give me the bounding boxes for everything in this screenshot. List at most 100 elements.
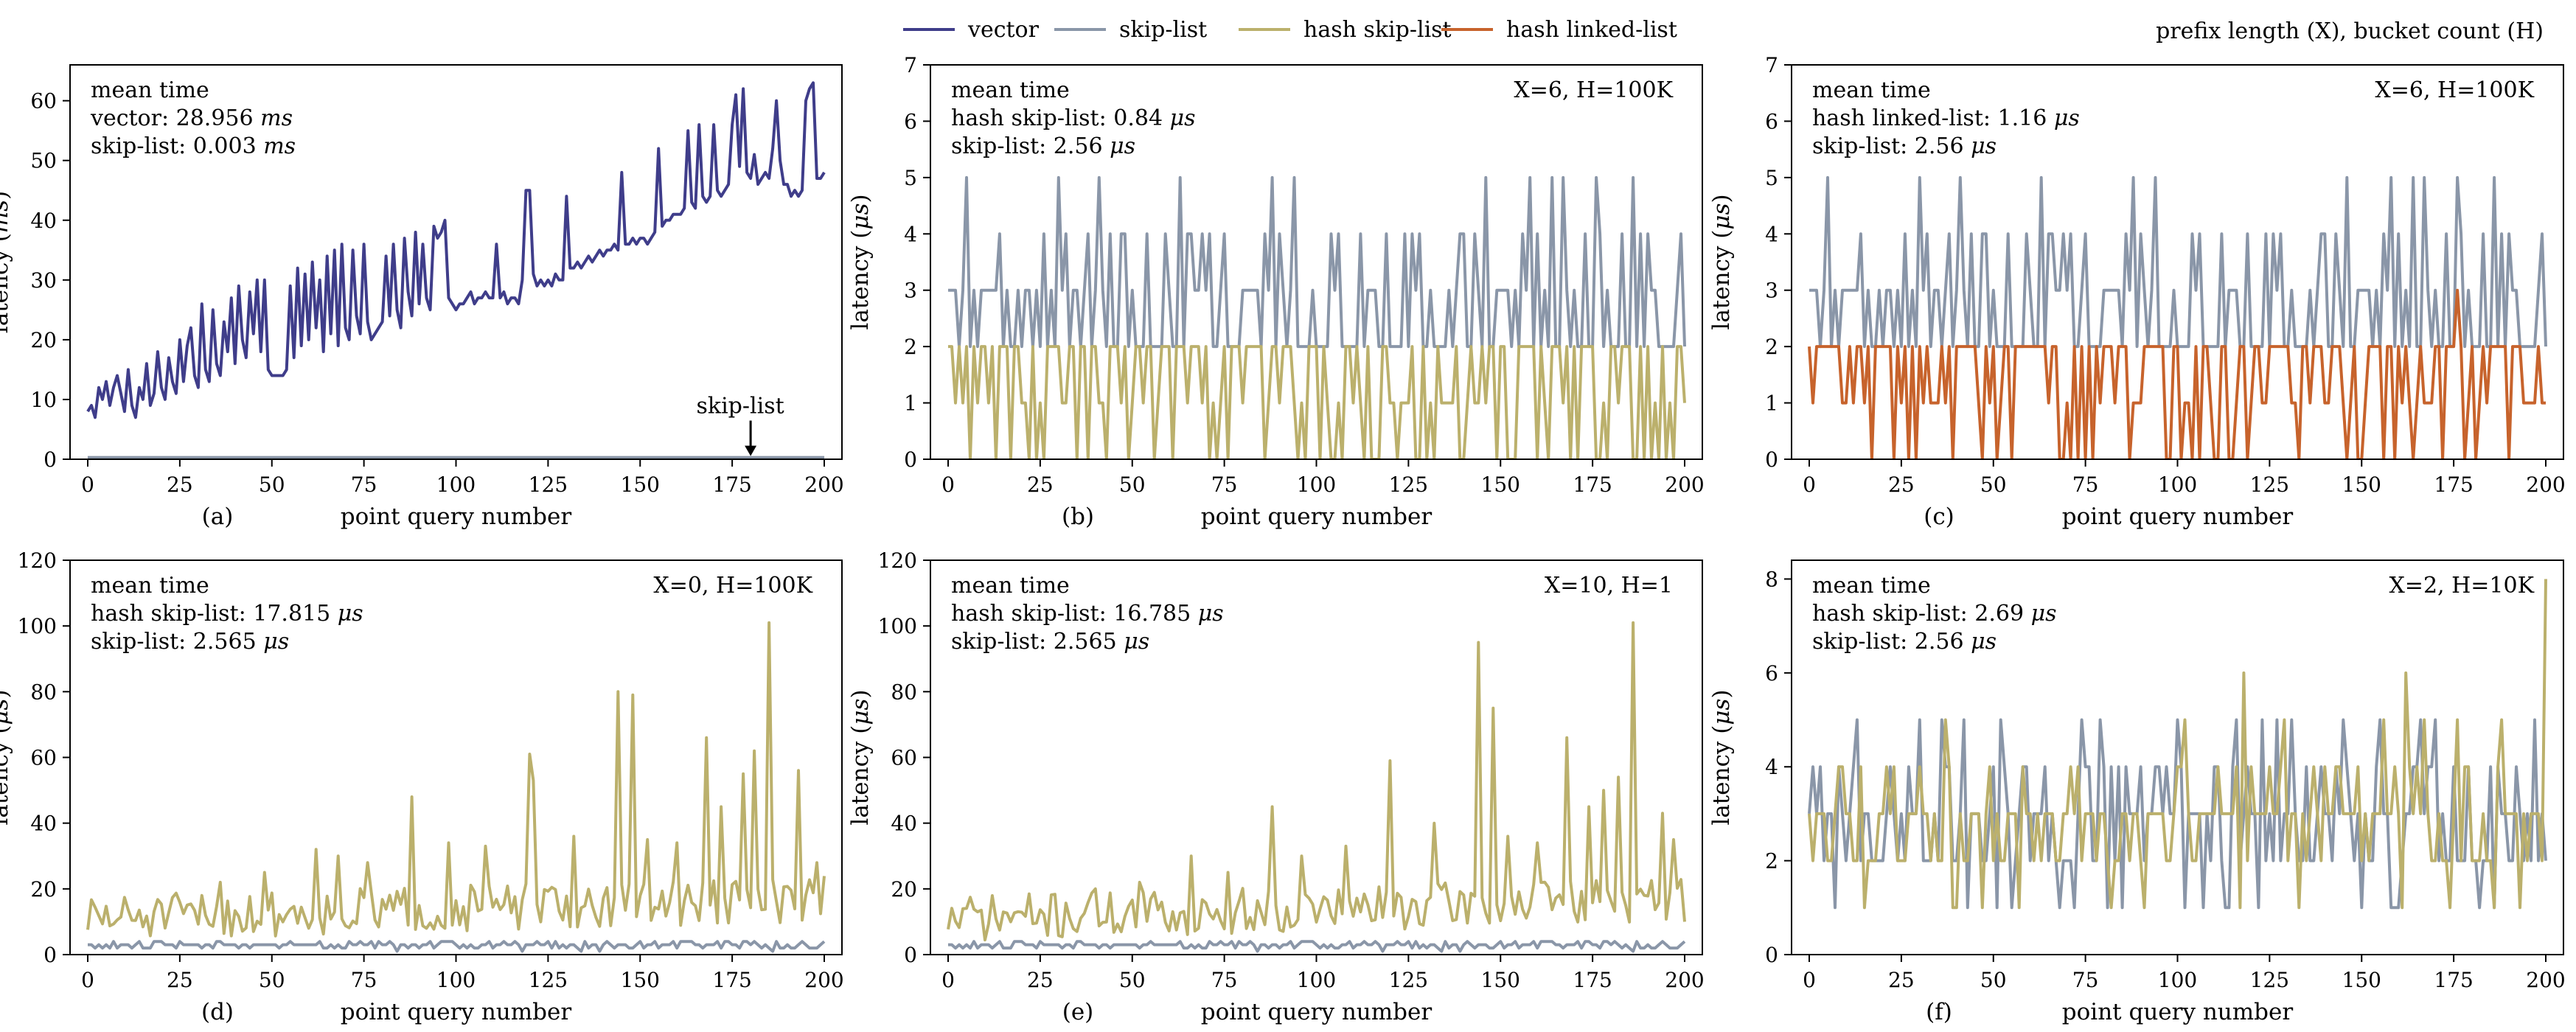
x-tick-label: 75 (2072, 473, 2099, 497)
x-tick-label: 50 (1980, 968, 2007, 992)
x-tick-label: 0 (1803, 473, 1816, 497)
x-tick-label: 0 (81, 968, 94, 992)
chart-panel-e: 0 25 50 75 100 125 150 175 200 0 20 40 60 80 100 120 poi… (847, 548, 1705, 1025)
y-tick-label: 1 (1765, 391, 1778, 416)
y-tick-label: 1 (904, 391, 917, 416)
x-tick-label: 150 (1481, 968, 1520, 992)
y-tick-label: 60 (891, 746, 917, 770)
x-tick-label: 0 (81, 473, 94, 497)
legend-entry-hashskip: hash skip-list (1239, 17, 1452, 43)
x-tick-label: 175 (2434, 968, 2473, 992)
x-tick-label: 100 (436, 473, 476, 497)
x-tick-label: 25 (167, 473, 193, 497)
y-tick-label: 0 (43, 943, 57, 967)
x-tick-label: 100 (2158, 968, 2197, 992)
mean-time-annotation: skip-list: 2.565 μs (91, 629, 289, 655)
mean-time-annotation: hash skip-list: 2.69 μs (1812, 601, 2057, 627)
x-tick-label: 150 (2342, 968, 2381, 992)
x-tick-label: 100 (2158, 473, 2197, 497)
y-tick-label: 120 (18, 548, 57, 573)
arrow-label: skip-list (697, 394, 784, 419)
y-tick-label: 40 (891, 812, 917, 836)
y-tick-label: 7 (904, 53, 917, 77)
panel-label: (b) (1062, 503, 1094, 530)
y-axis-label: latency (μs) (1708, 194, 1735, 330)
x-tick-label: 175 (712, 473, 751, 497)
panel-label: (e) (1062, 999, 1094, 1025)
mean-time-annotation: mean time (1812, 573, 1931, 599)
x-tick-label: 150 (621, 473, 660, 497)
y-tick-label: 100 (878, 614, 917, 638)
param-annotation: X=6, H=100K (1514, 77, 1673, 103)
y-tick-label: 5 (1765, 166, 1778, 190)
mean-time-annotation: skip-list: 2.565 μs (951, 629, 1149, 655)
x-tick-label: 125 (529, 968, 568, 992)
y-tick-label: 100 (18, 614, 57, 638)
x-tick-label: 75 (1211, 968, 1238, 992)
x-tick-label: 100 (436, 968, 476, 992)
x-tick-label: 75 (351, 968, 377, 992)
y-tick-label: 0 (43, 447, 57, 472)
y-tick-label: 4 (904, 222, 917, 246)
chart-panel-f: 0 25 50 75 100 125 150 175 200 0 2 4 6 8 point query n… (1708, 559, 2566, 1025)
x-tick-label: 75 (351, 473, 377, 497)
y-tick-label: 40 (30, 209, 57, 233)
legend-note: prefix length (X), bucket count (H) (2156, 18, 2544, 44)
x-tick-label: 200 (2526, 473, 2565, 497)
x-tick-label: 125 (1389, 968, 1428, 992)
x-axis-label: point query number (2062, 999, 2294, 1025)
x-tick-label: 25 (1027, 968, 1054, 992)
x-tick-label: 200 (2526, 968, 2565, 992)
y-tick-label: 7 (1765, 53, 1778, 77)
x-tick-label: 0 (1803, 968, 1816, 992)
y-tick-label: 120 (878, 548, 917, 573)
mean-time-annotation: mean time (1812, 77, 1931, 103)
y-tick-label: 40 (30, 812, 57, 836)
y-tick-label: 6 (1765, 109, 1778, 133)
series-line-hashskip (948, 345, 1686, 459)
mean-time-annotation: skip-list: 2.56 μs (1812, 629, 1997, 655)
x-tick-label: 125 (529, 473, 568, 497)
chart-panel-d: 0 25 50 75 100 125 150 175 200 0 20 40 60 80 100 120 poi… (0, 548, 844, 1025)
series-line-skip (88, 940, 826, 953)
x-tick-label: 75 (2072, 968, 2099, 992)
y-tick-label: 50 (30, 149, 57, 173)
mean-time-annotation: hash linked-list: 1.16 μs (1812, 105, 2080, 131)
y-tick-label: 0 (1765, 943, 1778, 967)
x-tick-label: 200 (1665, 968, 1704, 992)
series-line-skip (1808, 718, 2547, 910)
y-tick-label: 6 (904, 109, 917, 133)
y-tick-label: 2 (904, 335, 917, 359)
y-tick-label: 2 (1765, 335, 1778, 359)
series-line-hashll (1808, 288, 2546, 459)
y-tick-label: 60 (30, 746, 57, 770)
panel-label: (f) (1926, 999, 1952, 1025)
mean-time-annotation: mean time (951, 573, 1070, 599)
x-tick-label: 50 (259, 968, 285, 992)
x-tick-label: 150 (2342, 473, 2381, 497)
mean-time-annotation: hash skip-list: 0.84 μs (951, 105, 1196, 131)
series-line-skip (1809, 175, 2547, 349)
chart-panel-b: 0 25 50 75 100 125 150 175 200 0 1 2 3 4 5 6 7 point quer… (847, 53, 1705, 530)
y-axis-label: latency (μs) (847, 689, 874, 825)
y-axis-label: latency (μs) (1708, 689, 1735, 825)
x-tick-label: 100 (1297, 473, 1336, 497)
y-axis-label: latency (μs) (0, 689, 13, 825)
x-axis-label: point query number (1201, 503, 1433, 530)
y-tick-label: 20 (30, 877, 57, 902)
mean-time-annotation: skip-list: 2.56 μs (1812, 133, 1997, 159)
legend-label: hash skip-list (1303, 17, 1452, 43)
y-tick-label: 30 (30, 268, 57, 293)
chart-panel-c: 0 25 50 75 100 125 150 175 200 0 1 2 3 4 5 6 7 point quer… (1708, 53, 2566, 530)
x-tick-label: 200 (804, 968, 843, 992)
y-tick-label: 80 (891, 680, 917, 704)
y-axis-label: latency (ms) (0, 191, 13, 333)
x-tick-label: 200 (1665, 473, 1704, 497)
arrow-head (745, 445, 757, 456)
x-tick-label: 125 (2250, 968, 2289, 992)
y-tick-label: 20 (891, 877, 917, 902)
x-tick-label: 0 (941, 968, 955, 992)
y-tick-label: 80 (30, 680, 57, 704)
y-tick-label: 0 (1765, 447, 1778, 472)
y-tick-label: 3 (1765, 279, 1778, 303)
